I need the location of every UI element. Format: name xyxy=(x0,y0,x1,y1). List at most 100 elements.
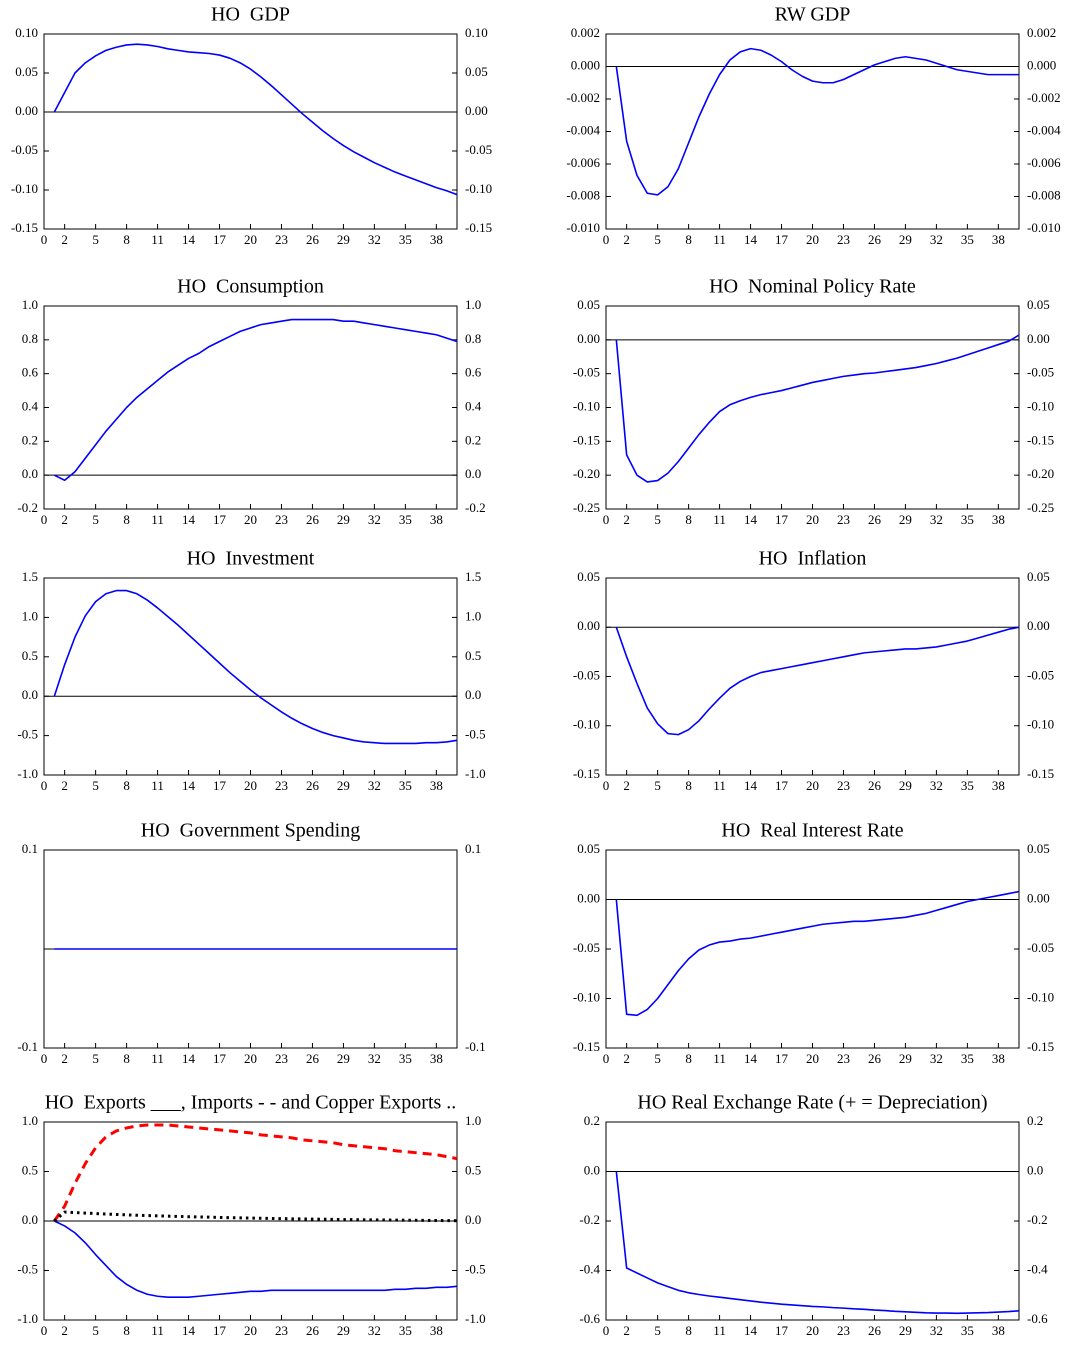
x-tick-label: 26 xyxy=(306,1051,320,1066)
plot-frame xyxy=(605,305,1020,510)
x-tick-label: 29 xyxy=(337,232,350,247)
x-tick-label: 26 xyxy=(306,232,320,247)
y2-tick-label: -1.0 xyxy=(465,1311,486,1326)
x-tick-label: 8 xyxy=(123,778,130,793)
x-tick-label: 23 xyxy=(837,1323,850,1338)
x-tick-label: 5 xyxy=(654,512,661,527)
x-tick-label: 2 xyxy=(623,1323,630,1338)
y2-tick-label: 0.6 xyxy=(465,365,482,380)
panel: RW GDP -0.010 -0.010 -0.008 -0.008 -0.006 -0.0… xyxy=(566,4,1061,247)
x-tick-label: 23 xyxy=(275,1323,288,1338)
x-tick-label: 17 xyxy=(213,1051,227,1066)
y2-tick-label: -0.05 xyxy=(1027,667,1054,682)
x-tick-label: 29 xyxy=(337,1051,350,1066)
x-tick-label: 11 xyxy=(713,512,726,527)
y2-tick-label: 0.5 xyxy=(465,648,481,663)
y-tick-label: 0.8 xyxy=(22,331,38,346)
x-tick-label: 2 xyxy=(623,232,630,247)
y-tick-label: -0.15 xyxy=(573,766,600,781)
panel: HO Exports ___, Imports - - and Copper E… xyxy=(17,1092,485,1338)
y-tick-label: -0.6 xyxy=(579,1311,600,1326)
x-tick-label: 17 xyxy=(775,1323,789,1338)
y-tick-label: -0.15 xyxy=(11,220,38,235)
x-tick-label: 23 xyxy=(837,778,850,793)
x-tick-label: 5 xyxy=(92,1323,99,1338)
x-tick-label: 35 xyxy=(961,778,974,793)
y2-tick-label: -0.15 xyxy=(465,220,492,235)
y2-tick-label: -0.004 xyxy=(1027,122,1061,137)
x-tick-label: 23 xyxy=(275,1051,288,1066)
x-tick-label: 0 xyxy=(603,1323,610,1338)
panel-title: HO Nominal Policy Rate xyxy=(709,276,916,298)
x-tick-label: 26 xyxy=(868,232,882,247)
y-tick-label: -0.05 xyxy=(573,667,600,682)
x-tick-label: 29 xyxy=(899,512,912,527)
y-tick-label: -0.05 xyxy=(573,940,600,955)
y-tick-label: 0.0 xyxy=(22,466,38,481)
x-tick-label: 38 xyxy=(992,232,1005,247)
y-tick-label: 1.5 xyxy=(22,569,38,584)
x-tick-label: 20 xyxy=(244,778,257,793)
x-tick-label: 2 xyxy=(623,1051,630,1066)
y-tick-label: -0.15 xyxy=(573,432,600,447)
y2-tick-label: 0.00 xyxy=(1027,890,1050,905)
panel: HO GDP -0.15 -0.15 -0.10 -0.10 -0.05 -0.05 0.00… xyxy=(11,4,492,247)
x-tick-label: 32 xyxy=(368,1051,381,1066)
x-tick-label: 8 xyxy=(685,1323,692,1338)
y2-tick-label: -0.2 xyxy=(1027,1212,1048,1227)
y-tick-label: 0.05 xyxy=(577,297,600,312)
y2-tick-label: -0.2 xyxy=(465,500,486,515)
x-tick-label: 2 xyxy=(61,1323,68,1338)
y-tick-label: 0.00 xyxy=(577,331,600,346)
y2-tick-label: -0.10 xyxy=(1027,717,1054,732)
x-tick-label: 32 xyxy=(930,232,943,247)
x-tick-label: 0 xyxy=(41,232,48,247)
y-tick-label: -0.25 xyxy=(573,500,600,515)
x-tick-label: 8 xyxy=(123,232,130,247)
y2-tick-label: 0.4 xyxy=(465,398,482,413)
plot-frame xyxy=(605,33,1020,230)
x-tick-label: 17 xyxy=(775,1051,789,1066)
y2-tick-label: -0.10 xyxy=(465,181,492,196)
x-tick-label: 23 xyxy=(275,512,288,527)
x-tick-label: 23 xyxy=(275,778,288,793)
x-tick-label: 2 xyxy=(61,232,68,247)
x-tick-label: 5 xyxy=(654,778,661,793)
x-tick-label: 38 xyxy=(992,512,1005,527)
y2-tick-label: 0.0 xyxy=(465,687,481,702)
x-tick-label: 35 xyxy=(399,1051,412,1066)
y-tick-label: 0.000 xyxy=(571,57,600,72)
y-tick-label: -0.10 xyxy=(11,181,38,196)
x-tick-label: 29 xyxy=(899,1051,912,1066)
x-tick-label: 17 xyxy=(213,232,227,247)
plot-frame xyxy=(43,305,458,510)
y2-tick-label: 0.002 xyxy=(1027,25,1056,40)
x-tick-label: 32 xyxy=(368,1323,381,1338)
x-tick-label: 38 xyxy=(430,1051,443,1066)
x-tick-label: 29 xyxy=(337,1323,350,1338)
x-tick-label: 26 xyxy=(868,778,882,793)
y2-tick-label: -0.6 xyxy=(1027,1311,1048,1326)
y2-tick-label: -0.10 xyxy=(1027,398,1054,413)
panel: HO Investment -1.0 -1.0 -0.5 -0.5 0.0 0.0 0.5 0.… xyxy=(17,548,485,793)
plot-frame xyxy=(43,33,458,230)
y2-tick-label: -0.20 xyxy=(1027,466,1054,481)
x-tick-label: 35 xyxy=(961,512,974,527)
x-tick-label: 11 xyxy=(713,232,726,247)
x-tick-label: 26 xyxy=(306,512,320,527)
x-tick-label: 2 xyxy=(61,512,68,527)
y-tick-label: -0.1 xyxy=(17,1039,38,1054)
y2-tick-label: -0.008 xyxy=(1027,187,1061,202)
x-tick-label: 35 xyxy=(399,778,412,793)
x-tick-label: 2 xyxy=(623,512,630,527)
x-tick-label: 38 xyxy=(430,232,443,247)
y2-tick-label: 0.1 xyxy=(465,841,481,856)
y2-tick-label: -0.15 xyxy=(1027,432,1054,447)
y2-tick-label: 0.5 xyxy=(465,1162,481,1177)
x-tick-label: 0 xyxy=(603,512,610,527)
x-tick-label: 11 xyxy=(151,232,164,247)
x-tick-label: 35 xyxy=(399,232,412,247)
series-line xyxy=(53,318,458,482)
x-tick-label: 8 xyxy=(123,512,130,527)
